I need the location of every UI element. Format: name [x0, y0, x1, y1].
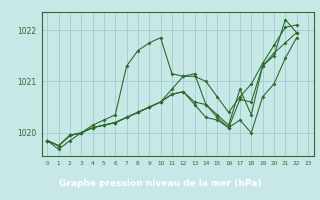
Text: Graphe pression niveau de la mer (hPa): Graphe pression niveau de la mer (hPa): [59, 180, 261, 188]
